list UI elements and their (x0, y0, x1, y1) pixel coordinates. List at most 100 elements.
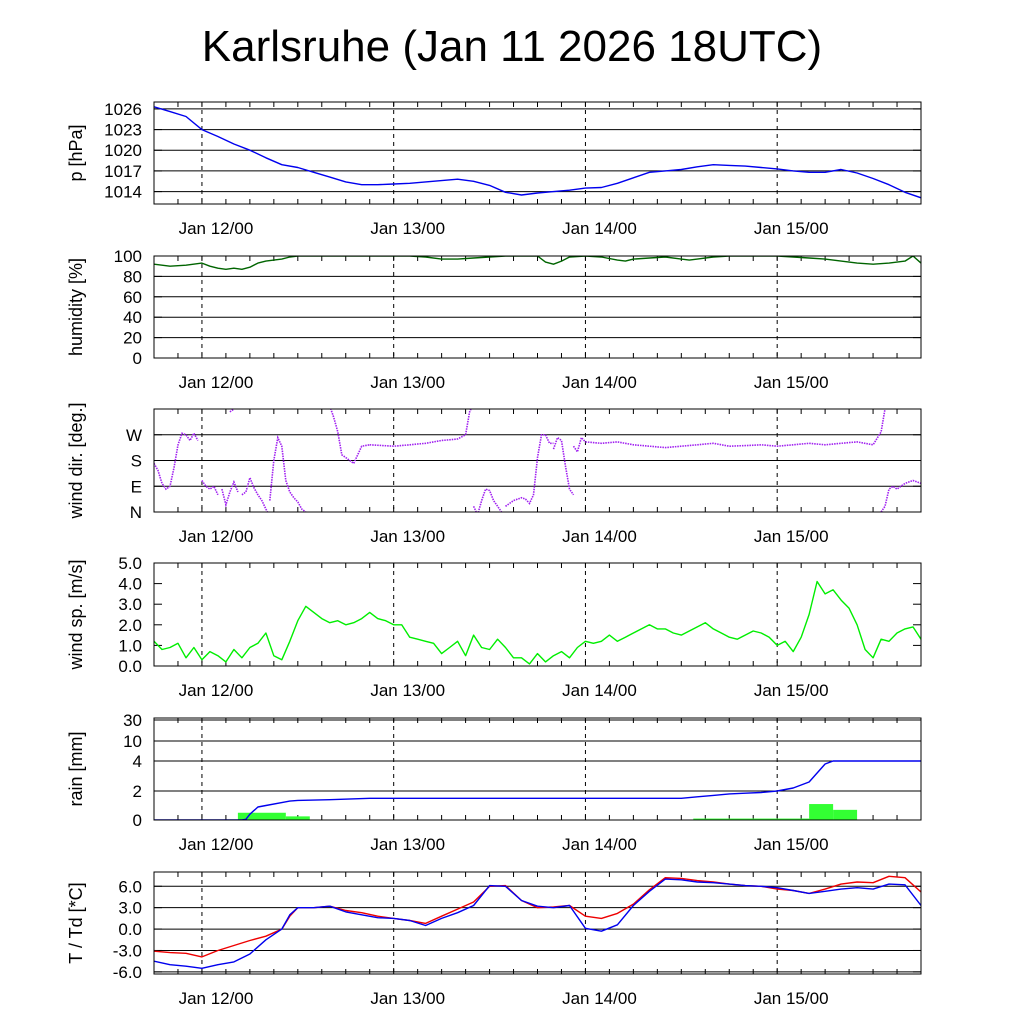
y-tick-label: 5.0 (118, 554, 142, 573)
y-axis-label: p [hPa] (66, 124, 86, 181)
x-tick-label: Jan 14/00 (562, 989, 637, 1008)
t-series-line (154, 875, 921, 958)
wind-direction-trace (154, 431, 199, 491)
y-tick-label: W (126, 426, 142, 445)
ff-series-line (154, 580, 921, 665)
rh-series-line (154, 256, 921, 270)
y-tick-label: 0.0 (118, 920, 142, 939)
y-tick-label: -3.0 (113, 941, 142, 960)
rain-bar (237, 812, 286, 820)
y-axis-label: T / Td [*C] (66, 882, 86, 963)
y-tick-label: 80 (123, 267, 142, 286)
x-tick-label: Jan 14/00 (562, 373, 637, 392)
x-tick-label: Jan 14/00 (562, 527, 637, 546)
wind-direction-trace (241, 475, 269, 512)
x-tick-label: Jan 12/00 (179, 989, 254, 1008)
cum-series-line (154, 760, 921, 820)
y-tick-label: 2.0 (118, 616, 142, 635)
rain-panel: 30 104 2 0 Jan 12/00 Jan 13/00 Jan 14/00 Jan 15… (66, 711, 922, 854)
y-tick-label: S (131, 452, 142, 471)
x-tick-label: Jan 13/00 (370, 373, 445, 392)
plot-area (154, 760, 921, 820)
x-tick-label: Jan 15/00 (754, 219, 829, 238)
x-tick-label: Jan 12/00 (179, 527, 254, 546)
y-tick-label: 6.0 (118, 877, 142, 896)
y-tick-label: 10 (123, 732, 142, 751)
y-tick-label: 0 (133, 811, 142, 830)
x-tick-label: Jan 12/00 (179, 681, 254, 700)
wind-speed-panel: 5.0 4.03.0 2.01.0 0.0 Jan 12/00 Jan 13/00 Jan … (66, 554, 922, 700)
y-tick-label: 1023 (104, 121, 142, 140)
plot-frame (153, 101, 922, 205)
y-tick-label: 60 (123, 288, 142, 307)
x-tick-label: Jan 12/00 (179, 835, 254, 854)
y-tick-label: 100 (114, 247, 142, 266)
y-tick-label: 20 (123, 329, 142, 348)
y-tick-label: 4.0 (118, 575, 142, 594)
wind-direction-trace (505, 433, 554, 507)
wind-direction-trace (585, 409, 886, 449)
x-tick-label: Jan 15/00 (754, 527, 829, 546)
y-axis-label: wind dir. [deg.] (66, 402, 86, 519)
plot-frame (153, 717, 922, 821)
plot-frame (153, 255, 922, 359)
temperature-panel: 6.0 3.0 0.0 -3.0 -6.0 Jan 12/00 Jan 13/00 Jan 1… (66, 871, 922, 1008)
x-tick-label: Jan 14/00 (562, 681, 637, 700)
wind-direction-trace (552, 436, 575, 496)
plot-frame (153, 562, 922, 667)
y-tick-label: 3.0 (118, 899, 142, 918)
y-tick-label: 0 (133, 349, 142, 368)
y-tick-label: 40 (123, 308, 142, 327)
y-tick-label: 3.0 (118, 595, 142, 614)
plot-area (154, 256, 921, 270)
y-tick-label: 1020 (104, 141, 142, 160)
wind-direction-trace (269, 434, 307, 512)
y-tick-label: 1.0 (118, 636, 142, 655)
y-tick-label: 2 (133, 782, 142, 801)
page-title: Karlsruhe (Jan 11 2026 18UTC) (201, 22, 823, 71)
y-tick-label: 1017 (104, 162, 142, 181)
y-axis-label: humidity [%] (66, 258, 86, 356)
y-tick-label: E (131, 477, 142, 496)
wind-direction-trace (221, 479, 239, 508)
wind-direction-trace (477, 488, 503, 512)
y-tick-label: 30 (123, 711, 142, 730)
y-tick-label: 1026 (104, 100, 142, 119)
wind-direction-trace (229, 409, 235, 413)
y-tick-label: N (130, 503, 142, 522)
x-tick-label: Jan 15/00 (754, 835, 829, 854)
rain-bar (285, 816, 310, 820)
y-axis-label: rain [mm] (66, 731, 86, 806)
x-tick-label: Jan 15/00 (754, 373, 829, 392)
rain-bar (693, 818, 810, 820)
wind-direction-trace (880, 479, 921, 512)
plot-area (154, 875, 921, 969)
p-series-line (154, 106, 921, 199)
x-tick-label: Jan 14/00 (562, 835, 637, 854)
plot-area (154, 580, 921, 665)
wind-direction-trace (572, 436, 586, 454)
x-tick-label: Jan 13/00 (370, 989, 445, 1008)
x-tick-label: Jan 13/00 (370, 835, 445, 854)
wind-direction-trace (369, 409, 472, 448)
x-tick-label: Jan 14/00 (562, 219, 637, 238)
rain-bar (809, 804, 834, 820)
wind-direction-trace (329, 409, 370, 465)
plot-frame (153, 408, 922, 513)
td-series-line (154, 878, 921, 969)
x-tick-label: Jan 15/00 (754, 989, 829, 1008)
plot-area (154, 409, 921, 512)
y-axis-label: wind sp. [m/s] (66, 559, 86, 670)
wind-direction-trace (472, 505, 478, 512)
rain-bar (833, 809, 858, 820)
x-tick-label: Jan 12/00 (179, 219, 254, 238)
y-tick-label: 1014 (104, 183, 142, 202)
y-tick-label: -6.0 (113, 963, 142, 982)
x-tick-label: Jan 13/00 (370, 219, 445, 238)
x-tick-label: Jan 15/00 (754, 681, 829, 700)
x-tick-label: Jan 13/00 (370, 681, 445, 700)
